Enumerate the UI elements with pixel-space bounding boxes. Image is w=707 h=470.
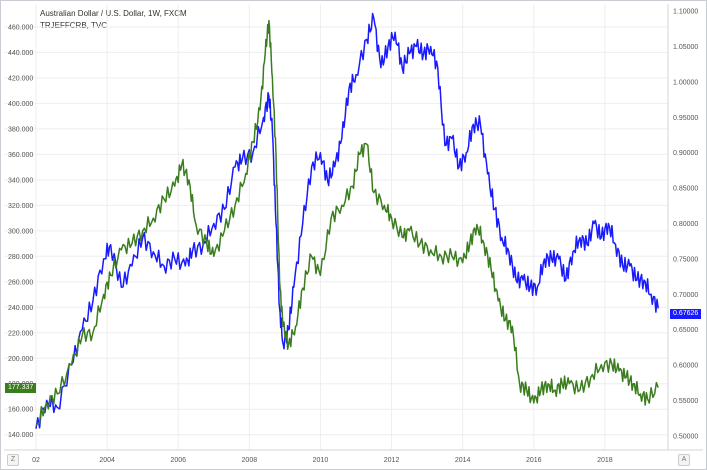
auto-scale-button[interactable]: A — [678, 454, 690, 466]
x-tick-label: 2018 — [597, 457, 613, 464]
crb-last-value-badge: 177.337 — [5, 383, 37, 393]
chart-legend: Australian Dollar / U.S. Dollar, 1W, FXC… — [40, 8, 187, 32]
right-tick-label: 0.70000 — [673, 292, 698, 299]
aud-series-line — [35, 12, 659, 429]
right-tick-label: 0.50000 — [673, 433, 698, 440]
left-tick-label: 380.000 — [8, 126, 33, 133]
right-tick-label: 1.00000 — [673, 79, 698, 86]
x-tick-label: 2004 — [99, 457, 115, 464]
left-tick-label: 200.000 — [8, 356, 33, 363]
x-tick-label: 2008 — [242, 457, 258, 464]
left-axis-ticks: 140.000160.000180.000200.000220.000240.0… — [8, 24, 33, 439]
x-axis-ticks: 02 2004 2006 2008 2010 2012 2014 2016 2018 — [32, 457, 613, 464]
x-tick-label: 2014 — [455, 457, 471, 464]
left-tick-label: 220.000 — [8, 330, 33, 337]
right-tick-label: 0.75000 — [673, 256, 698, 263]
series-lines — [35, 12, 659, 429]
right-tick-label: 1.05000 — [673, 44, 698, 51]
right-tick-label: 0.95000 — [673, 115, 698, 122]
grid-lines — [4, 4, 668, 450]
right-tick-label: 0.80000 — [673, 221, 698, 228]
left-tick-label: 160.000 — [8, 407, 33, 414]
x-tick-label: 2016 — [526, 457, 542, 464]
right-tick-label: 0.85000 — [673, 186, 698, 193]
right-tick-label: 0.60000 — [673, 363, 698, 370]
left-tick-label: 340.000 — [8, 177, 33, 184]
x-tick-label: 2010 — [313, 457, 329, 464]
left-tick-label: 240.000 — [8, 305, 33, 312]
left-tick-label: 360.000 — [8, 152, 33, 159]
x-tick-label: 2006 — [170, 457, 186, 464]
right-tick-label: 0.65000 — [673, 327, 698, 334]
left-tick-label: 440.000 — [8, 50, 33, 57]
left-tick-label: 460.000 — [8, 24, 33, 31]
left-tick-label: 280.000 — [8, 254, 33, 261]
x-tick-label: 2012 — [384, 457, 400, 464]
right-axis-ticks: 0.50000 0.55000 0.60000 0.65000 0.70000 0.750… — [673, 9, 698, 441]
crb-series-line — [35, 19, 659, 427]
x-tick-label: 02 — [32, 457, 40, 464]
aud-last-value-badge: 0.67626 — [670, 309, 702, 319]
left-tick-label: 320.000 — [8, 203, 33, 210]
zoom-left-button[interactable]: Z — [7, 454, 19, 466]
left-tick-label: 140.000 — [8, 432, 33, 439]
left-tick-label: 260.000 — [8, 279, 33, 286]
legend-crb: TRJEFFCRB, TVC — [40, 21, 107, 30]
right-tick-label: 1.10000 — [673, 9, 698, 16]
left-tick-label: 400.000 — [8, 101, 33, 108]
legend-aud-usd: Australian Dollar / U.S. Dollar, 1W, FXC… — [40, 9, 187, 18]
left-tick-label: 300.000 — [8, 228, 33, 235]
right-tick-label: 0.90000 — [673, 150, 698, 157]
left-tick-label: 420.000 — [8, 75, 33, 82]
right-tick-label: 0.55000 — [673, 398, 698, 405]
